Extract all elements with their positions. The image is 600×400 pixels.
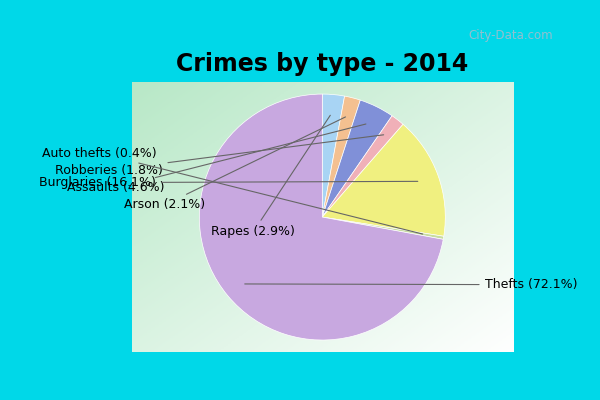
Wedge shape (199, 94, 443, 340)
Text: Assaults (4.6%): Assaults (4.6%) (67, 124, 366, 194)
Text: City-Data.com: City-Data.com (468, 30, 553, 42)
Text: Burglaries (16.1%): Burglaries (16.1%) (40, 176, 418, 189)
Wedge shape (322, 94, 344, 217)
Text: Arson (2.1%): Arson (2.1%) (124, 117, 346, 211)
Text: Rapes (2.9%): Rapes (2.9%) (211, 115, 330, 238)
Wedge shape (322, 217, 444, 239)
Text: Robberies (1.8%): Robberies (1.8%) (55, 135, 383, 177)
Text: Thefts (72.1%): Thefts (72.1%) (245, 278, 577, 291)
Text: Auto thefts (0.4%): Auto thefts (0.4%) (41, 147, 422, 234)
Wedge shape (322, 116, 403, 217)
Wedge shape (322, 124, 445, 236)
Title: Crimes by type - 2014: Crimes by type - 2014 (176, 52, 469, 76)
Wedge shape (322, 100, 392, 217)
Wedge shape (322, 96, 361, 217)
